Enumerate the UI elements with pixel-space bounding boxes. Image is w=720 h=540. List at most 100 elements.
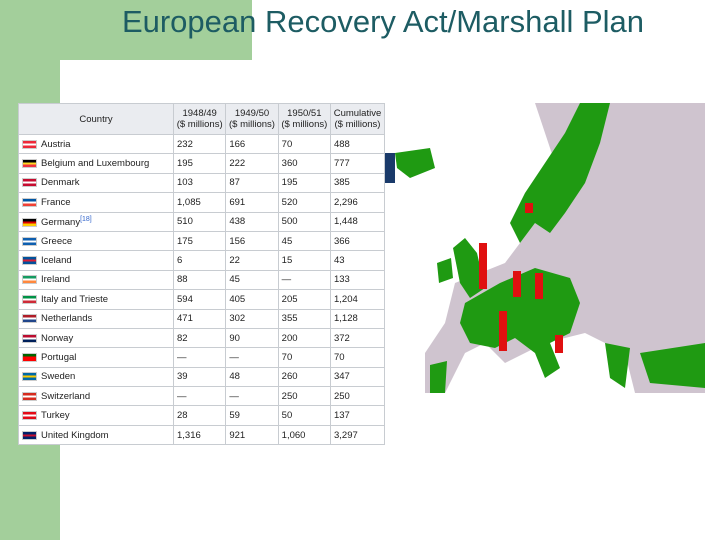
value-cell: 355 <box>277 308 331 329</box>
aid-bar <box>535 273 543 299</box>
value-cell: 347 <box>329 366 386 388</box>
flag <box>22 372 37 382</box>
flag <box>22 352 37 362</box>
value-cell: 921 <box>225 424 279 446</box>
value-cell: 438 <box>225 211 279 232</box>
value-cell: 3,297 <box>329 424 386 446</box>
table-row: Belgium and Luxembourg 195 222 360 777 <box>18 153 386 174</box>
flag <box>22 430 37 440</box>
column-header: Country <box>18 103 174 135</box>
value-cell: 82 <box>172 327 227 349</box>
country-name: Portugal <box>41 351 77 363</box>
value-cell: 156 <box>225 230 279 252</box>
value-cell: 22 <box>225 250 279 271</box>
value-cell: 1,316 <box>172 424 227 446</box>
value-cell: 1,128 <box>329 308 386 329</box>
table-row: Turkey 28 59 50 137 <box>18 405 386 426</box>
value-cell: 360 <box>277 153 331 174</box>
value-cell: — <box>225 386 279 407</box>
header-text: 1950/51 <box>287 108 322 119</box>
flag <box>22 159 37 169</box>
value-cell: 88 <box>172 269 227 291</box>
country-cell: Ireland <box>18 269 174 291</box>
flag <box>22 217 37 227</box>
country-cell: Norway <box>18 327 174 349</box>
header-text: Country <box>79 113 113 125</box>
value-cell: 28 <box>172 405 227 426</box>
value-cell: 510 <box>172 211 227 232</box>
iceland <box>395 148 435 178</box>
value-cell: 103 <box>172 172 227 194</box>
value-cell: 205 <box>277 289 331 310</box>
value-cell: 1,085 <box>172 192 227 213</box>
country-name: Netherlands <box>41 313 93 325</box>
turkey <box>640 343 705 388</box>
flag <box>22 197 37 207</box>
header-unit: ($ millions) <box>229 119 275 130</box>
value-cell: 520 <box>277 192 331 213</box>
country-cell: Belgium and Luxembourg <box>18 153 174 174</box>
britain <box>453 238 485 298</box>
country-name: Turkey <box>41 410 70 422</box>
value-cell: 133 <box>329 269 386 291</box>
greece <box>605 343 630 388</box>
country-cell: Turkey <box>18 405 174 426</box>
header-text: 1948/49 <box>182 108 217 119</box>
value-cell: 488 <box>329 133 386 155</box>
flag <box>22 275 37 285</box>
header-unit: ($ millions) <box>334 119 381 130</box>
table-row: Sweden 39 48 260 347 <box>18 366 386 388</box>
country-cell: Sweden <box>18 366 174 388</box>
table-row: Ireland 88 45—133 <box>18 269 386 291</box>
value-cell: 594 <box>172 289 227 310</box>
value-cell: 1,060 <box>277 424 331 446</box>
country-name: Ireland <box>41 274 71 286</box>
value-cell: — <box>277 269 331 291</box>
value-cell: 6 <box>172 250 227 271</box>
value-cell: — <box>172 347 227 368</box>
value-cell: 195 <box>277 172 331 194</box>
table-row: Netherlands 471 302 355 1,128 <box>18 308 386 329</box>
country-cell: Greece <box>18 230 174 252</box>
aid-bars <box>479 203 563 353</box>
ireland <box>437 258 453 283</box>
value-cell: 45 <box>277 230 331 252</box>
country-name: Italy and Trieste <box>41 293 109 305</box>
aid-table: Country 1948/49 ($ millions) 1949/50 ($ mill… <box>18 103 386 446</box>
country-name: Germany <box>41 216 81 228</box>
value-cell: 385 <box>329 172 386 194</box>
table-row: Greece 175 156 45 366 <box>18 230 386 252</box>
value-cell: 137 <box>329 405 386 426</box>
country-name: France <box>41 196 71 208</box>
flag <box>22 236 37 246</box>
aid-bar <box>555 335 563 353</box>
value-cell: 1,448 <box>329 211 386 232</box>
value-cell: 250 <box>329 386 386 407</box>
country-cell: Germany[18] <box>18 211 174 232</box>
table-body: Austria 232 166 70 488 Belgium and Luxembourg… <box>18 133 386 446</box>
flag <box>22 139 37 149</box>
table-row: Austria 232 166 70 488 <box>18 133 386 155</box>
value-cell: 777 <box>329 153 386 174</box>
decor-band <box>0 0 252 60</box>
aid-bar <box>499 311 507 351</box>
value-cell: 691 <box>225 192 279 213</box>
value-cell: 372 <box>329 327 386 349</box>
value-cell: 302 <box>225 308 279 329</box>
flag <box>22 314 37 324</box>
value-cell: 405 <box>225 289 279 310</box>
header-unit: ($ millions) <box>176 119 223 130</box>
value-cell: 195 <box>172 153 227 174</box>
value-cell: 175 <box>172 230 227 252</box>
country-cell: Iceland <box>18 250 174 271</box>
table-row: France 1,085 691 520 2,296 <box>18 192 386 213</box>
value-cell: 50 <box>277 405 331 426</box>
country-cell: Portugal <box>18 347 174 368</box>
header-row: Country 1948/49 ($ millions) 1949/50 ($ mill… <box>18 103 386 135</box>
value-cell: 232 <box>172 133 227 155</box>
column-header: Cumulative ($ millions) <box>329 103 386 135</box>
table-row: Germany[18] 510 438 500 1,448 <box>18 211 386 232</box>
aid-bar <box>513 271 521 297</box>
value-cell: — <box>225 347 279 368</box>
value-cell: 43 <box>329 250 386 271</box>
